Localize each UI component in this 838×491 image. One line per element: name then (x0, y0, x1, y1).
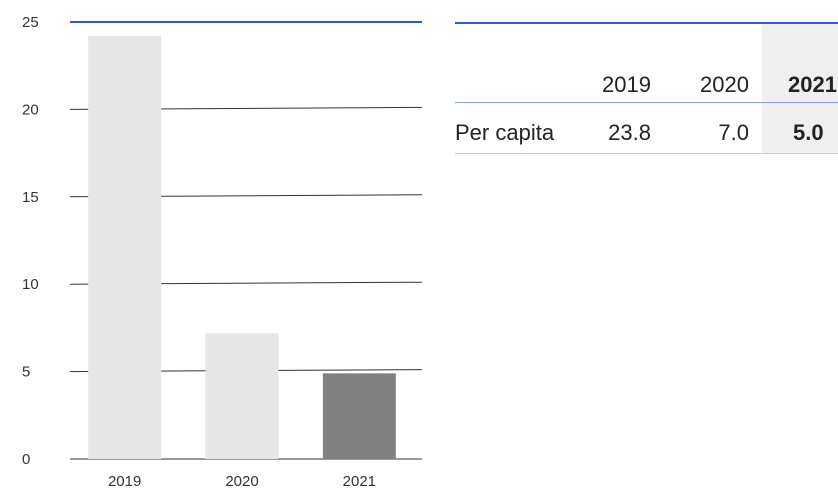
cell-2021: 5.0 (793, 120, 824, 145)
table-header-rule (455, 102, 838, 103)
bar-chart: 0 5 10 15 20 25 2019 2020 2021 (22, 14, 423, 490)
y-axis-ticks: 0 5 10 15 20 25 (22, 14, 39, 468)
cell-2020: 7.0 (718, 120, 749, 145)
y-tick-label-5: 5 (22, 364, 30, 381)
x-axis-labels: 2019 2020 2021 (108, 473, 376, 490)
bar-2020 (205, 333, 279, 459)
y-tick-label-15: 15 (22, 189, 39, 206)
x-tick-label-2019: 2019 (108, 473, 141, 490)
per-capita-table: 2019 2020 2021 Per capita 23.8 7.0 5.0 (455, 0, 838, 160)
bar-2021 (322, 373, 396, 459)
bars (88, 35, 396, 459)
row-label: Per capita (455, 120, 555, 145)
bar-2019 (88, 35, 162, 459)
y-tick-label-0: 0 (22, 451, 30, 468)
table-row-rule (455, 153, 838, 154)
highlight-column (762, 24, 838, 154)
column-header-2019: 2019 (602, 72, 651, 97)
cell-2019: 23.8 (608, 120, 651, 145)
column-header-2021: 2021 (788, 72, 837, 97)
y-tick-label-10: 10 (22, 276, 39, 293)
y-tick-label-25: 25 (22, 14, 39, 31)
x-tick-label-2020: 2020 (225, 473, 258, 490)
y-tick-label-20: 20 (22, 101, 39, 118)
table-top-rule (455, 22, 838, 24)
x-tick-label-2021: 2021 (343, 473, 376, 490)
column-header-2020: 2020 (700, 72, 749, 97)
